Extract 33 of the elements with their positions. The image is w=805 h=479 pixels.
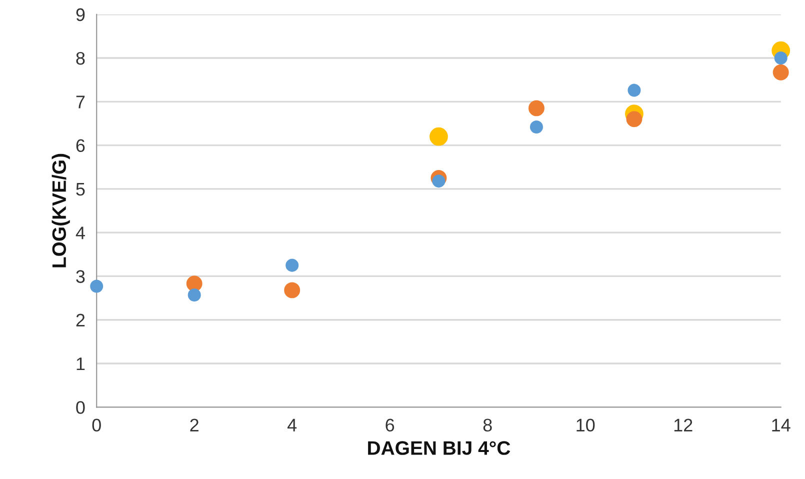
x-tick-label: 12 [674, 418, 692, 432]
y-tick-label: 7 [76, 96, 85, 108]
x-tick-label: 8 [483, 418, 492, 432]
point [530, 120, 543, 134]
y-tick-label: 0 [76, 401, 85, 414]
point [528, 100, 544, 116]
x-axis-title: DAGEN BIJ 4°C [368, 441, 510, 455]
point [430, 127, 448, 146]
y-tick-label: 2 [76, 314, 85, 326]
y-tick-label: 8 [76, 52, 85, 65]
point [626, 111, 642, 128]
x-tick-label: 4 [287, 418, 297, 432]
point [90, 280, 104, 293]
x-tick-label: 0 [92, 418, 101, 432]
y-tick-label: 6 [76, 139, 85, 152]
point [286, 258, 299, 272]
point [772, 64, 789, 80]
y-tick-label: 5 [76, 183, 85, 196]
y-tick-label: 9 [76, 8, 85, 22]
point [186, 276, 202, 292]
y-axis-title: LOG(KVE/G) [52, 154, 70, 268]
x-tick-label: 6 [386, 418, 394, 432]
y-tick-label: 4 [76, 226, 85, 240]
point [188, 288, 201, 302]
point [628, 84, 641, 97]
point [432, 174, 446, 188]
x-tick-label: 2 [190, 418, 198, 432]
y-tick-label: 1 [76, 358, 85, 370]
point [284, 282, 300, 298]
y-tick-label: 3 [76, 270, 85, 283]
x-tick-label: 10 [576, 418, 595, 432]
point [774, 52, 788, 65]
x-tick-label: 14 [772, 418, 790, 432]
